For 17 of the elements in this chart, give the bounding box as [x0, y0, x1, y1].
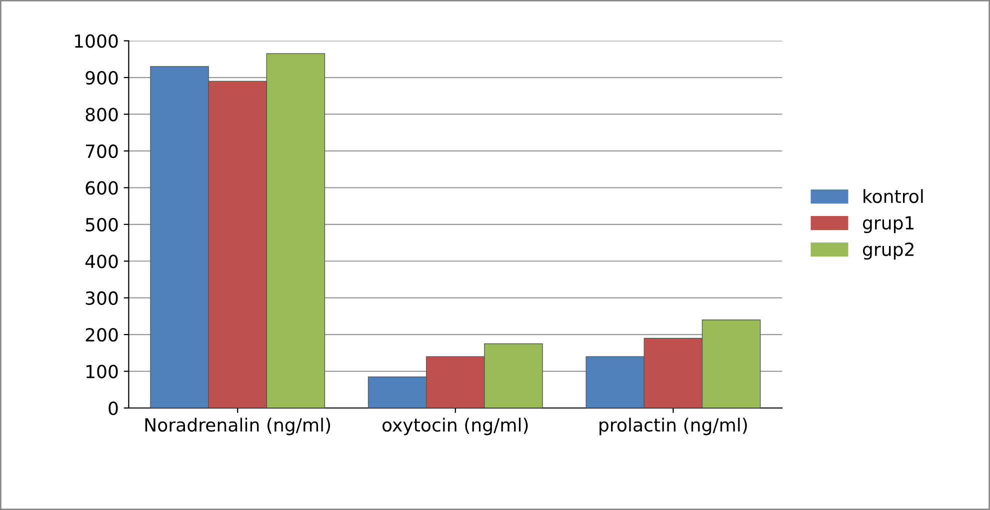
- x-tick-label: Noradrenalin (ng/ml): [145, 418, 330, 436]
- y-tick-label: 900: [86, 70, 118, 85]
- y-tick-label: 300: [86, 291, 118, 305]
- y-tick-label: 600: [86, 181, 118, 195]
- legend-label: grup2: [862, 242, 914, 260]
- y-tick-label: 400: [85, 254, 118, 268]
- y-tick-label: 800: [86, 108, 118, 122]
- y-tick-label: 0: [108, 401, 118, 416]
- legend-label: kontrol: [864, 189, 923, 204]
- y-tick-label: 100: [86, 364, 118, 378]
- y-tick-label: 500: [86, 218, 118, 232]
- y-tick-label: 200: [86, 328, 118, 342]
- x-tick-label: oxytocin (ng/ml): [382, 418, 528, 436]
- y-tick-label: 700: [86, 144, 118, 158]
- legend-label: grup1: [862, 216, 914, 234]
- y-tick-label: 1000: [75, 34, 118, 48]
- x-tick-label: prolactin (ng/ml): [600, 418, 747, 436]
